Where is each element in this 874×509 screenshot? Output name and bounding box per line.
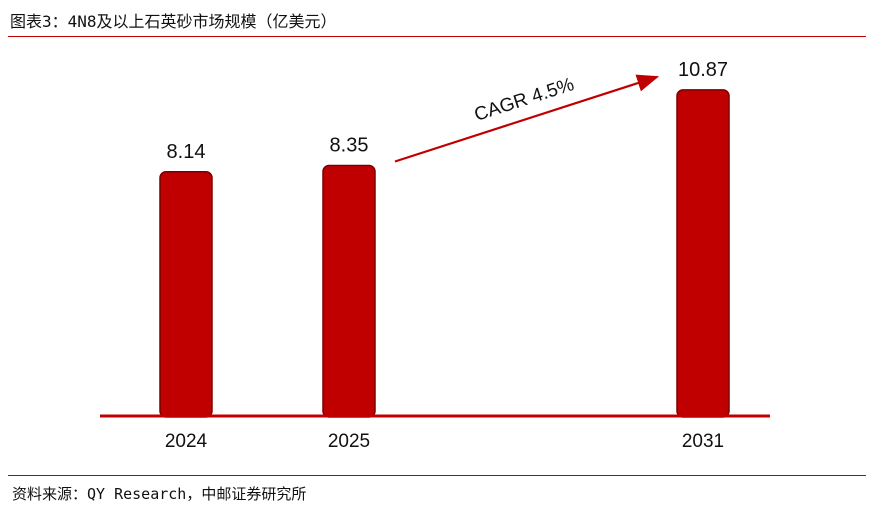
bar-2031 xyxy=(676,89,730,418)
value-label-2031: 10.87 xyxy=(678,59,728,81)
value-label-2025: 8.35 xyxy=(330,135,369,157)
cagr-label: CAGR 4.5% xyxy=(472,74,577,126)
page-title: 图表3：4N8及以上石英砂市场规模（亿美元） xyxy=(10,12,337,31)
cagr-arrow xyxy=(394,74,660,163)
bars-layer xyxy=(159,89,730,418)
annotation-layer: CAGR 4.5% xyxy=(394,74,660,163)
labels-layer: 8.14 2024 8.35 2025 10.87 2031 xyxy=(165,59,728,452)
bar-2024 xyxy=(159,171,213,418)
tick-label-2031: 2031 xyxy=(682,431,724,452)
bar-2025 xyxy=(322,164,376,418)
tick-label-2025: 2025 xyxy=(328,431,370,452)
footer-divider xyxy=(8,475,866,476)
value-label-2024: 8.14 xyxy=(167,141,206,163)
title-divider xyxy=(8,36,866,37)
source-note: 资料来源：QY Research，中邮证券研究所 xyxy=(12,485,307,503)
tick-label-2024: 2024 xyxy=(165,431,208,452)
